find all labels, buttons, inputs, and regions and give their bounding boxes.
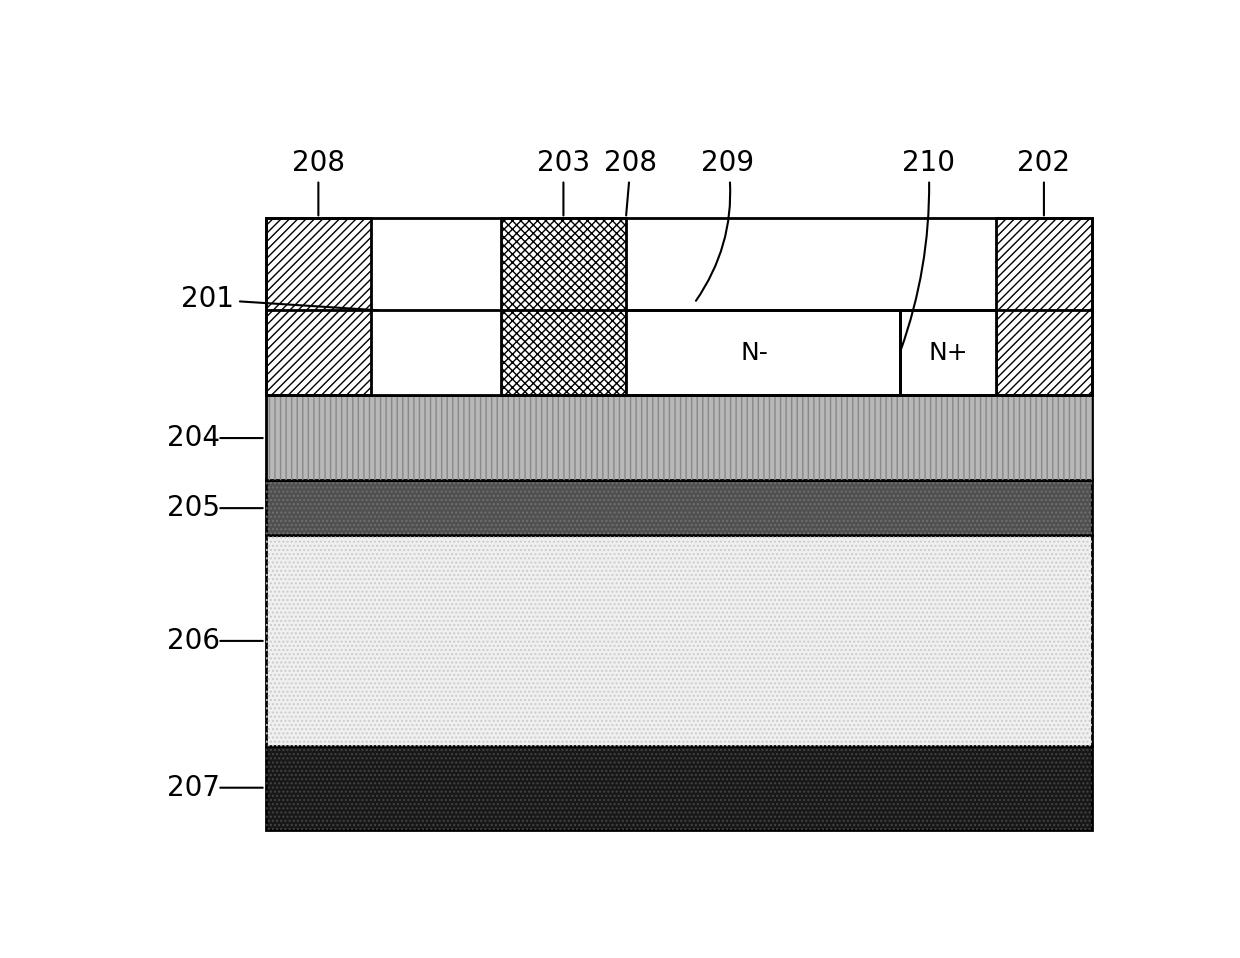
Text: N-: N- [740, 341, 769, 365]
Bar [900, 310, 996, 396]
Bar [265, 218, 1092, 396]
Text: 202: 202 [1018, 148, 1070, 216]
Text: 203: 203 [537, 148, 590, 216]
Bar [996, 218, 1092, 396]
Text: 205: 205 [167, 494, 219, 522]
Bar [501, 218, 626, 396]
Text: 206: 206 [167, 627, 219, 655]
Bar [265, 218, 1092, 396]
Bar [265, 536, 1092, 745]
Text: 201: 201 [181, 285, 378, 313]
Text: 207: 207 [167, 774, 219, 802]
Text: N+: N+ [928, 341, 967, 365]
Bar [265, 480, 1092, 536]
Bar [265, 218, 371, 396]
Bar [626, 310, 900, 396]
Text: 208: 208 [291, 148, 345, 216]
Bar [265, 745, 1092, 831]
Text: 209: 209 [696, 148, 755, 301]
Bar [265, 745, 1092, 831]
Bar [265, 218, 371, 396]
Bar [265, 536, 1092, 745]
Text: 208: 208 [604, 148, 657, 216]
Bar [265, 480, 1092, 536]
Bar [265, 396, 1092, 480]
Text: 204: 204 [167, 424, 219, 452]
Text: 210: 210 [900, 148, 955, 351]
Bar [265, 396, 1092, 480]
Bar [501, 218, 626, 396]
Bar [996, 218, 1092, 396]
